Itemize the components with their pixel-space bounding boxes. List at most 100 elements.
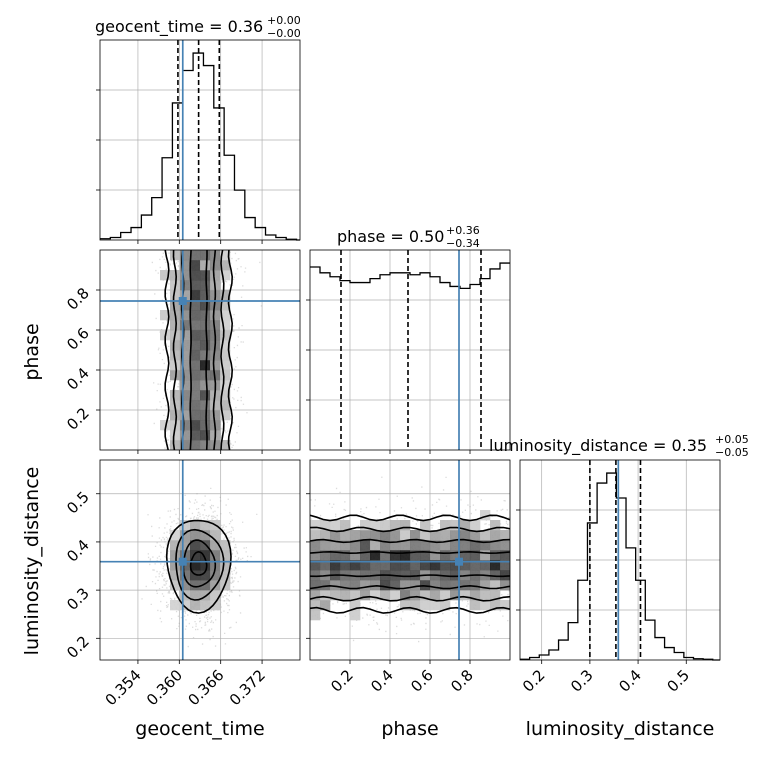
density-cell-phase-vs-luminosity-distance-8-13: [390, 520, 401, 531]
density-cell-phase-vs-luminosity-distance-18-11: [490, 540, 501, 551]
xtick-label-phase-0: 0.2: [327, 666, 357, 696]
density-cell-phase-vs-luminosity-distance-4-12: [350, 530, 361, 541]
density-cell-geocent-time-vs-phase-12-8: [220, 360, 231, 371]
density-cell-geocent-time-vs-phase-10-16: [200, 280, 211, 291]
density-cell-phase-vs-luminosity-distance-15-6: [460, 590, 471, 601]
density-cell-geocent-time-vs-phase-10-15: [200, 290, 211, 301]
density-cell-geocent-time-vs-phase-8-1: [180, 430, 191, 441]
density-cell-geocent-time-vs-phase-8-6: [180, 380, 191, 391]
density-cell-geocent-time-vs-phase-8-0: [180, 440, 191, 450]
density-cell-phase-vs-luminosity-distance-11-6: [420, 590, 431, 601]
density-cell-phase-vs-luminosity-distance-4-9: [350, 560, 361, 571]
density-cell-phase-vs-luminosity-distance-19-8: [500, 570, 510, 581]
histogram-geocent-time: [100, 52, 300, 241]
contour-geocent-time-vs-phase-2: [172, 250, 225, 450]
xlabel-phase: phase: [381, 718, 438, 740]
density-cell-phase-vs-luminosity-distance-0-11: [310, 540, 321, 551]
density-cell-geocent-time-vs-phase-9-5: [190, 390, 201, 401]
density-cell-geocent-time-vs-phase-10-17: [200, 270, 211, 281]
density-cell-geocent-time-vs-luminosity-distance-9-7: [190, 580, 201, 591]
density-cell-phase-vs-luminosity-distance-13-6: [440, 590, 451, 601]
density-cell-geocent-time-vs-luminosity-distance-7-8: [170, 570, 181, 581]
density-cell-geocent-time-vs-phase-7-14: [170, 300, 181, 311]
density-cell-phase-vs-luminosity-distance-7-10: [380, 550, 391, 561]
density-cell-phase-vs-luminosity-distance-13-13: [440, 520, 451, 531]
density-cell-phase-vs-luminosity-distance-12-11: [430, 540, 441, 551]
density-cell-geocent-time-vs-phase-9-16: [190, 280, 201, 291]
density-cell-phase-vs-luminosity-distance-0-13: [310, 520, 321, 531]
density-cell-phase-vs-luminosity-distance-7-9: [380, 560, 391, 571]
contour-geocent-time-vs-luminosity-distance-0: [189, 550, 208, 576]
density-cell-geocent-time-vs-phase-12-9: [220, 350, 231, 361]
density-cell-geocent-time-vs-luminosity-distance-7-9: [170, 560, 181, 571]
title-phase: phase = 0.50: [337, 227, 444, 246]
density-cell-phase-vs-luminosity-distance-5-7: [360, 580, 371, 591]
density-cell-geocent-time-vs-phase-8-3: [180, 410, 191, 421]
density-cell-phase-vs-luminosity-distance-15-13: [460, 520, 471, 531]
density-cell-phase-vs-luminosity-distance-19-12: [500, 530, 510, 541]
density-cell-phase-vs-luminosity-distance-12-5: [430, 600, 441, 611]
density-cell-geocent-time-vs-phase-8-16: [180, 280, 191, 291]
title-geocent-time-label: geocent_time: [95, 17, 204, 37]
density-cell-geocent-time-vs-phase-8-18: [180, 260, 191, 271]
density-cell-geocent-time-vs-luminosity-distance-10-10: [200, 550, 211, 561]
density-cell-phase-vs-luminosity-distance-18-9: [490, 560, 501, 571]
density-cell-phase-vs-luminosity-distance-7-6: [380, 590, 391, 601]
contour-phase-vs-luminosity-distance-3: [310, 514, 510, 614]
density-cell-geocent-time-vs-phase-8-2: [180, 420, 191, 431]
density-cell-geocent-time-vs-phase-10-10: [200, 340, 211, 351]
density-cell-phase-vs-luminosity-distance-2-10: [330, 550, 341, 561]
density-cell-geocent-time-vs-luminosity-distance-8-11: [180, 540, 191, 551]
density-cell-geocent-time-vs-phase-9-11: [190, 330, 201, 341]
density-cell-geocent-time-vs-luminosity-distance-10-8: [200, 570, 211, 581]
density-cell-phase-vs-luminosity-distance-19-10: [500, 550, 510, 561]
title-luminosity-distance-plus: +0.05: [715, 433, 749, 446]
density-cell-geocent-time-vs-phase-10-11: [200, 330, 211, 341]
title-phase-minus: −0.34: [446, 237, 480, 250]
density-cell-geocent-time-vs-phase-7-9: [170, 350, 181, 361]
density-cell-geocent-time-vs-phase-10-13: [200, 310, 211, 321]
density-cell-phase-vs-luminosity-distance-5-12: [360, 530, 371, 541]
frames-layer: [96, 39, 721, 664]
density-cell-phase-vs-luminosity-distance-5-10: [360, 550, 371, 561]
contour-phase-vs-luminosity-distance-1: [310, 538, 510, 590]
density-cell-phase-vs-luminosity-distance-8-12: [390, 530, 401, 541]
density-cell-geocent-time-vs-luminosity-distance-9-10: [190, 550, 201, 561]
density-cell-phase-vs-luminosity-distance-2-13: [330, 520, 341, 531]
density-cell-geocent-time-vs-phase-9-3: [190, 410, 201, 421]
density-cell-phase-vs-luminosity-distance-13-7: [440, 580, 451, 591]
density-cell-geocent-time-vs-phase-8-14: [180, 300, 191, 311]
density-cell-phase-vs-luminosity-distance-10-6: [410, 590, 421, 601]
density-cell-phase-vs-luminosity-distance-11-13: [420, 520, 431, 531]
density-cell-geocent-time-vs-phase-9-1: [190, 430, 201, 441]
density-cell-geocent-time-vs-phase-8-8: [180, 360, 191, 371]
density-cell-phase-vs-luminosity-distance-4-6: [350, 590, 361, 601]
xtick-label-luminosity-distance-0: 0.2: [519, 666, 549, 696]
density-cell-phase-vs-luminosity-distance-2-7: [330, 580, 341, 591]
density-cell-geocent-time-vs-phase-9-18: [190, 260, 201, 271]
density-geocent-time-vs-phase: [151, 250, 263, 450]
density-geocent-time-vs-luminosity-distance: [141, 487, 258, 648]
density-cell-phase-vs-luminosity-distance-9-12: [400, 530, 411, 541]
density-cell-phase-vs-luminosity-distance-12-9: [430, 560, 441, 571]
ytick-label-luminosity-distance-3: 0.5: [63, 488, 93, 518]
density-cell-geocent-time-vs-phase-6-2: [160, 420, 171, 431]
density-cell-phase-vs-luminosity-distance-1-5: [320, 600, 331, 611]
density-cell-phase-vs-luminosity-distance-16-5: [470, 600, 481, 611]
density-cell-geocent-time-vs-phase-9-10: [190, 340, 201, 351]
density-cell-geocent-time-vs-phase-8-4: [180, 400, 191, 411]
title-geocent-time-minus: −0.00: [267, 27, 301, 40]
density-cell-phase-vs-luminosity-distance-11-10: [420, 550, 431, 561]
density-cell-geocent-time-vs-phase-11-17: [210, 270, 221, 281]
density-cell-phase-vs-luminosity-distance-14-7: [450, 580, 461, 591]
density-cell-geocent-time-vs-phase-7-15: [170, 290, 181, 301]
contour-geocent-time-vs-phase-3: [164, 250, 234, 450]
density-cell-geocent-time-vs-phase-8-17: [180, 270, 191, 281]
density-cell-phase-vs-luminosity-distance-3-11: [340, 540, 351, 551]
density-cell-phase-vs-luminosity-distance-14-10: [450, 550, 461, 561]
density-cell-geocent-time-vs-phase-9-2: [190, 420, 201, 431]
density-cell-geocent-time-vs-phase-7-12: [170, 320, 181, 331]
density-cell-phase-vs-luminosity-distance-6-9: [370, 560, 381, 571]
density-cell-geocent-time-vs-phase-7-1: [170, 430, 181, 441]
density-cell-geocent-time-vs-phase-7-17: [170, 270, 181, 281]
